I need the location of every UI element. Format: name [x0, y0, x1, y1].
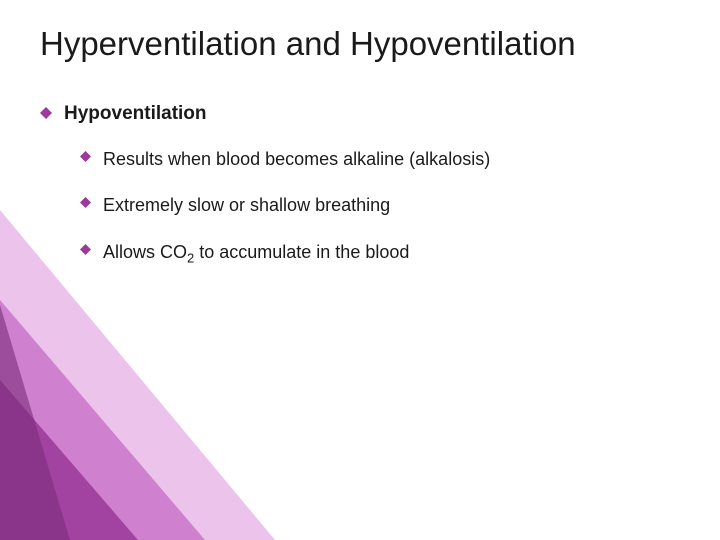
bullet-text: Extremely slow or shallow breathing [103, 193, 390, 217]
slide-content: Hyperventilation and Hypoventilation Hyp… [40, 26, 660, 289]
bullet-level2: Allows CO2 to accumulate in the blood [80, 240, 520, 267]
diamond-bullet-icon [80, 197, 91, 208]
diamond-bullet-icon [40, 107, 52, 119]
bullet-text: Hypoventilation [64, 103, 207, 125]
slide-title: Hyperventilation and Hypoventilation [40, 26, 660, 63]
diamond-bullet-icon [80, 151, 91, 162]
bullet-level1: Hypoventilation [40, 103, 660, 125]
diamond-bullet-icon [80, 244, 91, 255]
bullet-text: Results when blood becomes alkaline (alk… [103, 147, 490, 171]
bullet-level2: Results when blood becomes alkaline (alk… [80, 147, 520, 171]
bullet-list: Hypoventilation Results when blood become… [40, 103, 660, 267]
bullet-level2: Extremely slow or shallow breathing [80, 193, 520, 217]
bullet-text: Allows CO2 to accumulate in the blood [103, 240, 409, 267]
